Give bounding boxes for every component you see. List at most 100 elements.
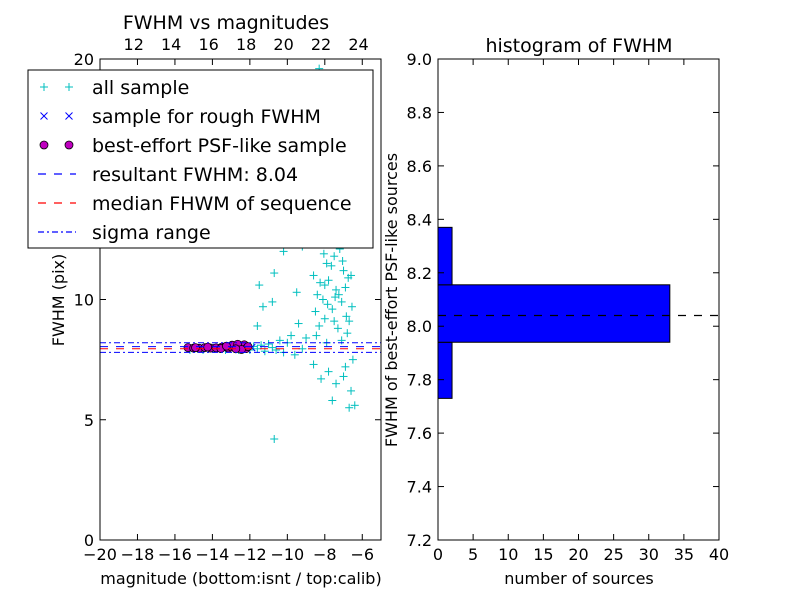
- scatter-title: FWHM vs magnitudes: [123, 12, 329, 34]
- data-point-plus-82: [316, 278, 325, 287]
- top-x-tick-label-0: 12: [124, 35, 144, 54]
- hist-y-tick-label-5: 8.2: [407, 264, 432, 283]
- legend-label-3: resultant FWHM: 8.04: [92, 164, 298, 186]
- x-tick-label-1: −18: [121, 545, 155, 564]
- hist-x-tick-label-2: 10: [498, 545, 518, 564]
- legend-swatch-0-b: [65, 83, 73, 91]
- legend-entry-5: sigma range: [38, 222, 211, 244]
- hist-y-tick-label-8: 8.8: [407, 103, 432, 122]
- data-point-circle-23: [203, 342, 213, 352]
- x-tick-label-5: −10: [270, 545, 304, 564]
- hist-x-tick-label-6: 30: [639, 545, 659, 564]
- hist-y-tick-label-4: 8.0: [407, 317, 432, 336]
- scatter-reference-lines: [100, 342, 381, 353]
- hist-x-tick-label-5: 25: [603, 545, 623, 564]
- data-point-plus-84: [344, 273, 353, 282]
- data-point-plus-22: [270, 434, 279, 443]
- data-point-plus-20: [275, 336, 284, 345]
- legend-label-4: median FHWM of sequence: [92, 193, 352, 215]
- legend-entry-2: best-effort PSF-like sample: [39, 135, 347, 157]
- data-point-plus-24: [287, 331, 296, 340]
- histogram-x-ticks: 0 5 10 15 20 25 30 35 40: [433, 59, 729, 564]
- data-point-plus-29: [253, 321, 262, 330]
- histogram-panel: histogram of FWHM 0 5 10 15 20 25 30 35 40 7.27.…: [382, 35, 729, 588]
- data-point-plus-17: [264, 339, 273, 348]
- legend-swatch-2-a: [39, 140, 49, 150]
- legend-entry-1: sample for rough FWHM: [40, 106, 321, 128]
- histogram-x-label: number of sources: [504, 569, 654, 588]
- data-point-plus-28: [302, 333, 311, 342]
- hist-y-tick-label-6: 8.4: [407, 210, 432, 229]
- data-point-plus-54: [341, 283, 350, 292]
- data-point-plus-87: [338, 257, 347, 266]
- legend-swatch-1-a-b: [40, 112, 48, 120]
- histogram-bar-1: [437, 284, 671, 343]
- x-tick-label-4: −12: [233, 545, 267, 564]
- scatter-y-label: FWHM (pix): [49, 254, 68, 347]
- hist-y-tick-label-0: 7.2: [407, 531, 432, 550]
- data-point-plus-77: [342, 312, 351, 321]
- data-point-plus-95: [292, 288, 301, 297]
- legend-swatch-1-b: [65, 112, 73, 120]
- hist-y-tick-label-3: 7.8: [407, 371, 432, 390]
- legend-label-2: best-effort PSF-like sample: [92, 135, 347, 157]
- x-tick-label-6: −8: [313, 545, 337, 564]
- legend-swatch-2-b: [64, 140, 74, 150]
- legend-swatch-1-a: [40, 112, 48, 120]
- data-point-plus-19: [272, 346, 281, 355]
- x-tick-label-2: −16: [158, 545, 192, 564]
- scatter-x-label: magnitude (bottom:isnt / top:calib): [100, 569, 381, 588]
- histogram-bar-2: [437, 226, 453, 286]
- data-point-plus-63: [347, 386, 356, 395]
- hist-x-tick-label-7: 35: [674, 545, 694, 564]
- data-point-plus-67: [317, 374, 326, 383]
- y-tick-label-0: 0: [84, 531, 94, 550]
- scatter-x-ticks: −20 −18 −16 −14 −12 −10 −8 −6: [83, 59, 374, 564]
- data-point-plus-30: [258, 302, 267, 311]
- legend-swatch-0-a: [40, 83, 48, 91]
- data-point-plus-38: [311, 307, 320, 316]
- scatter-panel: FWHM vs magnitudes −20 −18 −16 −14 −12 −10 −8−…: [49, 12, 382, 588]
- data-point-plus-42: [318, 295, 327, 304]
- hist-y-tick-label-1: 7.4: [407, 478, 432, 497]
- data-point-plus-47: [328, 305, 337, 314]
- legend-label-0: all sample: [92, 77, 189, 99]
- legend-entry-4: median FHWM of sequence: [38, 193, 352, 215]
- top-x-tick-label-4: 20: [273, 35, 293, 54]
- data-point-circle-24: [191, 343, 200, 353]
- histogram-bars: [437, 226, 671, 399]
- data-point-plus-50: [333, 324, 342, 333]
- data-point-plus-65: [332, 379, 341, 388]
- histogram-bar-0: [437, 341, 453, 399]
- y-tick-label-2: 10: [74, 291, 94, 310]
- data-point-plus-62: [339, 372, 348, 381]
- y-tick-label-1: 5: [84, 411, 94, 430]
- histogram-title: histogram of FWHM: [485, 35, 672, 57]
- data-point-plus-26: [294, 319, 303, 328]
- data-point-plus-69: [328, 396, 337, 405]
- y-tick-label-3: 20: [74, 50, 94, 69]
- data-point-plus-70: [345, 403, 354, 412]
- histogram-y-ticks: 7.2 7.4 7.6 7.8 8.0 8.2 8.4 8.6 8.8 9.0: [407, 50, 719, 550]
- legend-label-5: sigma range: [92, 222, 211, 244]
- data-point-plus-37: [309, 271, 318, 280]
- data-point-plus-52: [337, 297, 346, 306]
- data-point-plus-80: [323, 300, 332, 309]
- data-point-plus-81: [319, 249, 328, 258]
- data-point-plus-86: [334, 290, 343, 299]
- data-point-plus-66: [324, 367, 333, 376]
- data-point-plus-48: [330, 252, 339, 261]
- top-x-tick-label-2: 16: [198, 35, 218, 54]
- hist-x-tick-label-3: 15: [533, 545, 553, 564]
- data-point-plus-58: [348, 355, 357, 364]
- x-tick-label-7: −6: [350, 545, 374, 564]
- data-point-plus-32: [270, 269, 279, 278]
- data-point-plus-53: [339, 266, 348, 275]
- hist-x-tick-label-1: 5: [468, 545, 478, 564]
- data-point-plus-40: [315, 321, 324, 330]
- scatter-y-ticks: 0 5 10 20: [74, 50, 381, 550]
- data-point-plus-85: [347, 302, 356, 311]
- hist-y-tick-label-2: 7.6: [407, 424, 432, 443]
- data-point-plus-25: [290, 350, 299, 359]
